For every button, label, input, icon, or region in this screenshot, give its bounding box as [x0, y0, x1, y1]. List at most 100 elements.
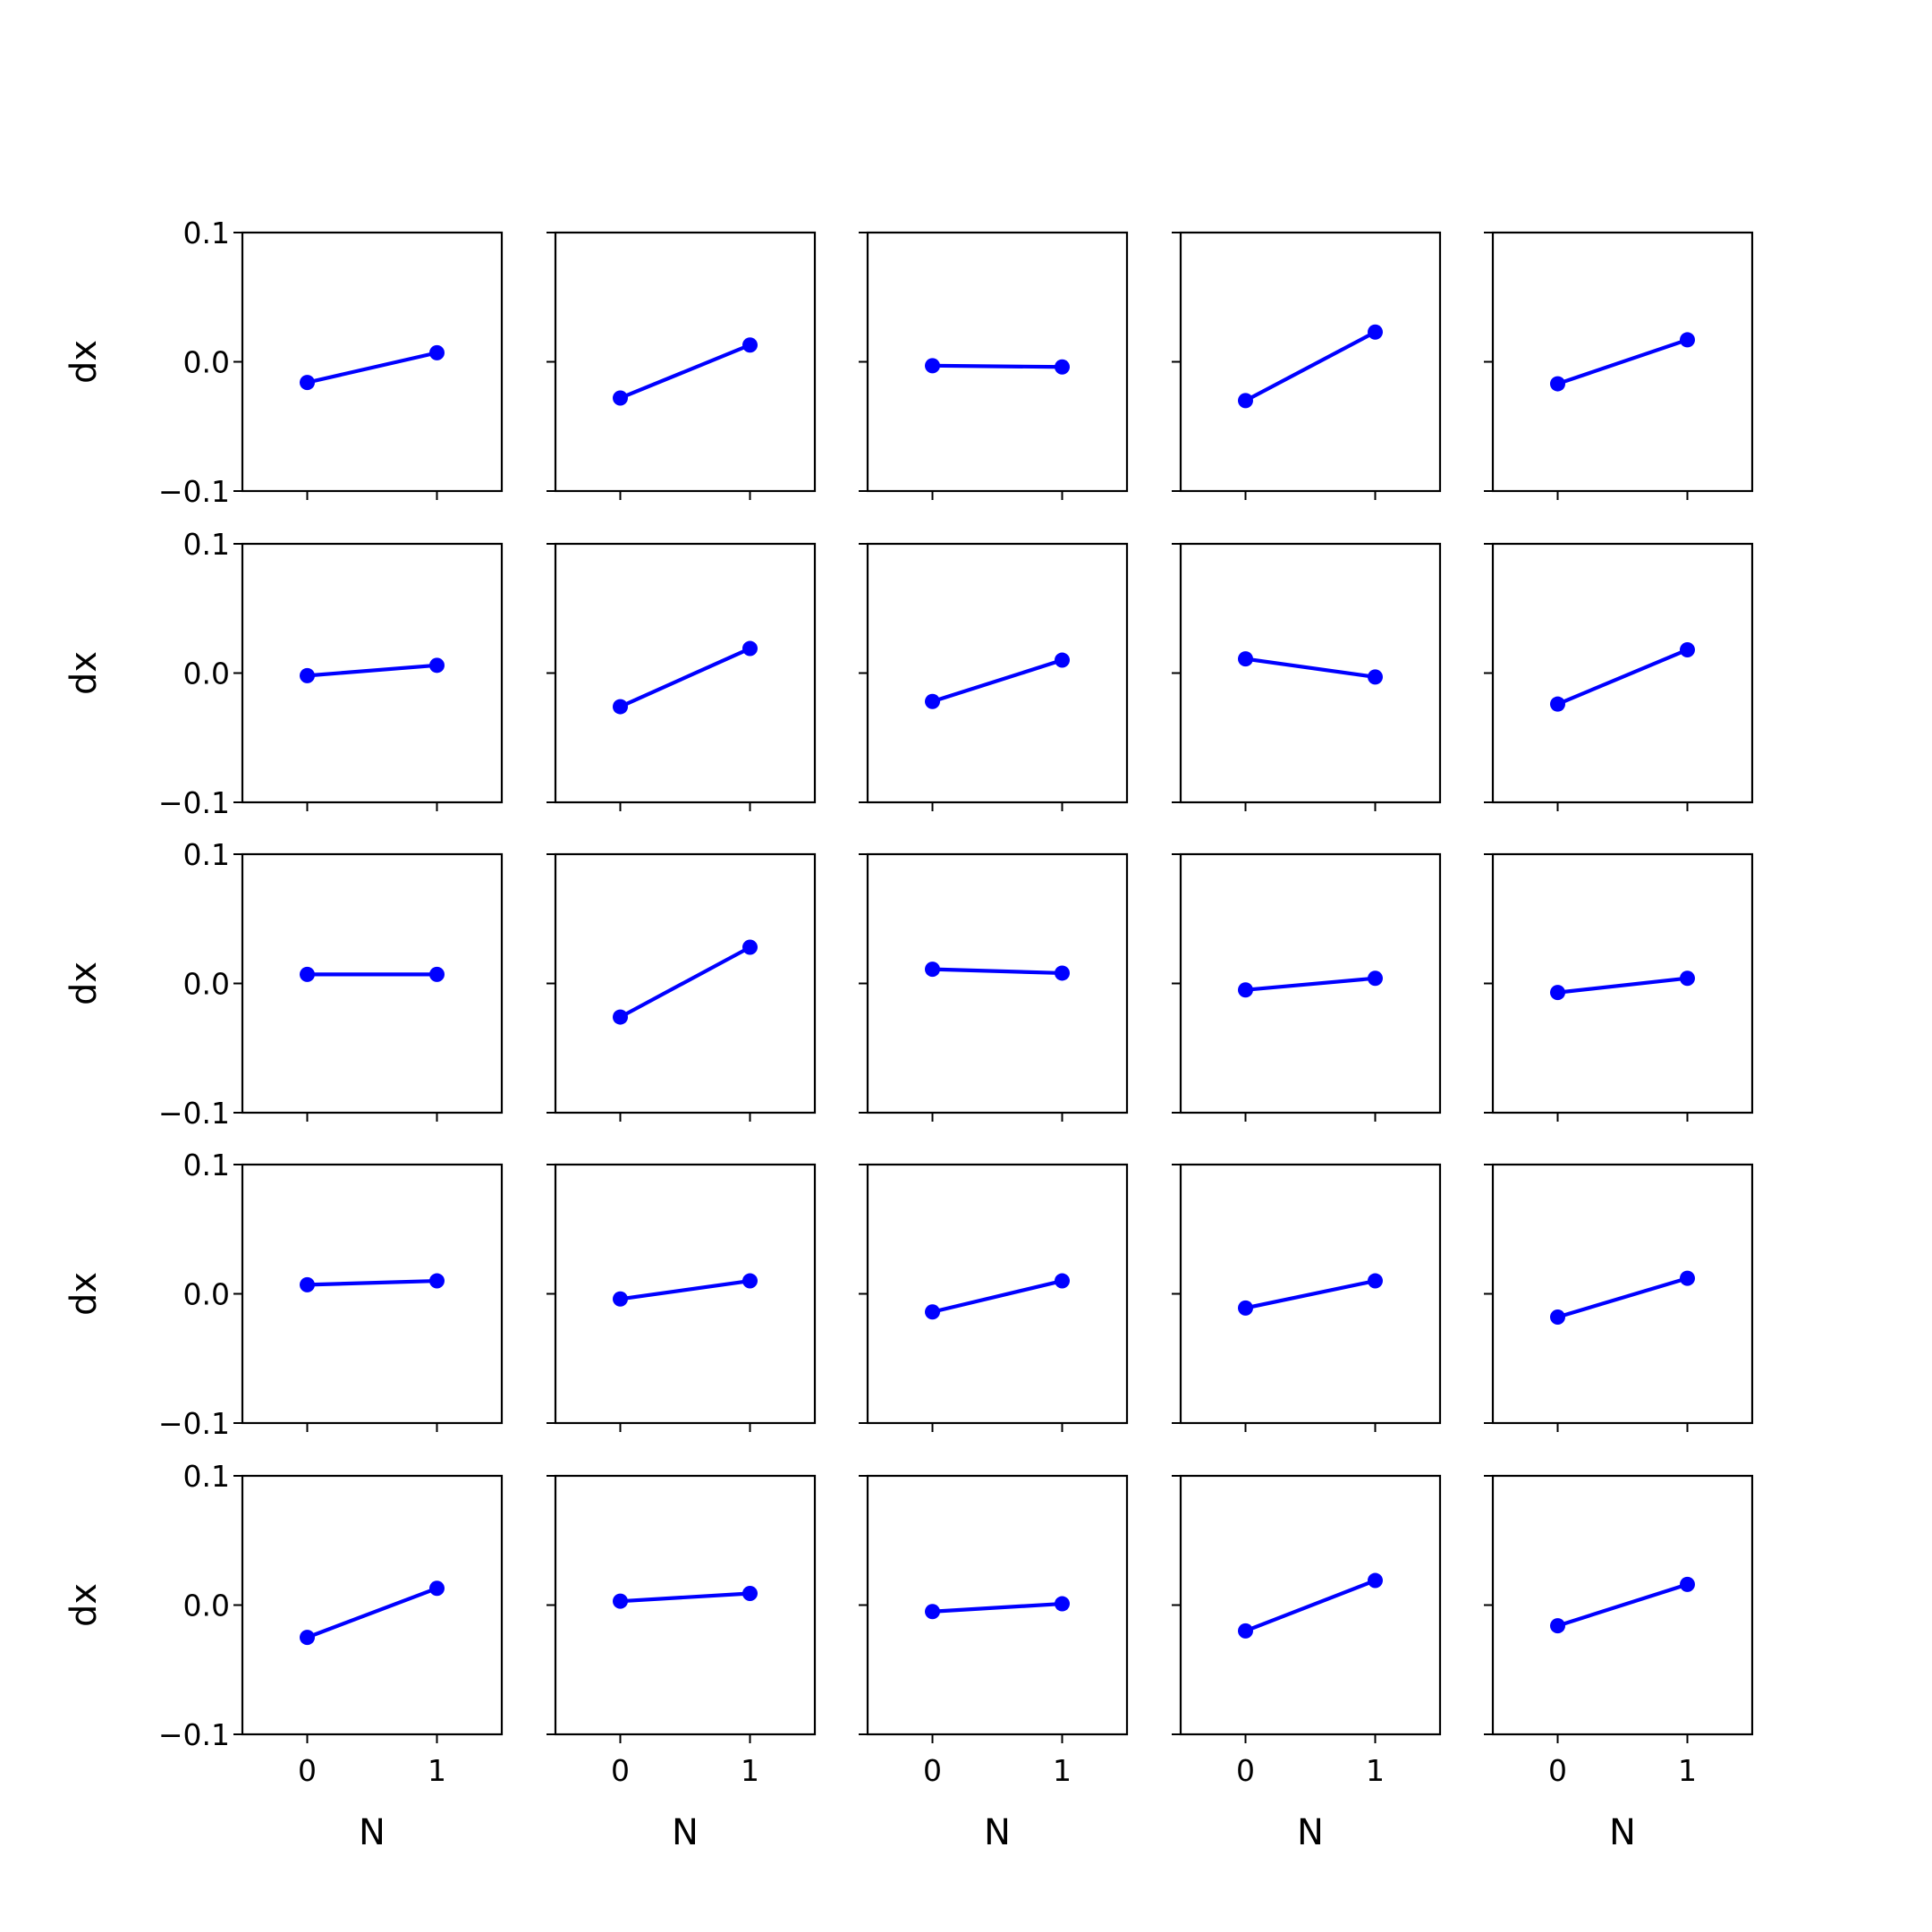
series-line	[620, 1591, 750, 1604]
data-point	[1238, 982, 1253, 998]
series-line	[932, 363, 1063, 369]
series-line	[307, 1278, 437, 1287]
data-point	[1680, 332, 1695, 348]
x-tick-label: 1	[741, 1753, 759, 1788]
plot-frame	[866, 1474, 1129, 1736]
subplot-r2-c1: 0.1 0.0 −0.1 dx	[64, 527, 504, 820]
data-point	[742, 1585, 758, 1601]
y-axis-label: dx	[64, 1272, 105, 1316]
series-line	[1556, 337, 1689, 386]
x-tick-label: 1	[1053, 1753, 1072, 1788]
data-point	[1368, 324, 1383, 340]
data-point	[1055, 359, 1070, 375]
data-point	[1368, 669, 1383, 685]
data-point	[429, 657, 445, 674]
y-tick-label: −0.1	[158, 1406, 230, 1441]
data-point	[300, 1630, 315, 1646]
y-tick-label: 0.1	[183, 837, 230, 872]
data-point	[300, 1276, 315, 1292]
data-point	[1368, 970, 1383, 987]
subplot-r3-c1: 0.1 0.0 −0.1 dx	[64, 837, 504, 1131]
data-point	[613, 1009, 628, 1025]
plot-frame	[554, 1163, 817, 1425]
y-tick-label: −0.1	[158, 785, 230, 820]
subplot-r2-c3	[859, 542, 1129, 811]
data-point	[1550, 985, 1565, 1001]
subplot-r4-c1: 0.1 0.0 −0.1 dx	[64, 1148, 504, 1441]
x-tick-label: 1	[1678, 1753, 1697, 1788]
series-line	[307, 351, 437, 385]
subplot-r4-c5	[1484, 1163, 1754, 1432]
series-line	[619, 647, 751, 708]
data-point	[1368, 1273, 1383, 1289]
plot-frame	[554, 542, 817, 804]
plot-frame	[241, 852, 504, 1114]
plot-frame	[241, 1163, 504, 1425]
x-tick-label: 0	[1236, 1753, 1255, 1788]
data-point	[300, 375, 315, 391]
plot-frame	[1491, 1163, 1754, 1425]
series-line	[1245, 657, 1376, 679]
series-line	[1245, 976, 1376, 992]
series-line	[619, 343, 751, 400]
plot-frame	[554, 231, 817, 493]
plot-frame	[1491, 542, 1754, 804]
x-axis-label: N	[359, 1812, 386, 1853]
y-axis-label: dx	[64, 1583, 105, 1627]
data-point	[1238, 651, 1253, 667]
data-point	[925, 1304, 940, 1320]
y-tick-label: 0.0	[183, 1277, 230, 1312]
y-tick-label: 0.1	[183, 527, 230, 562]
data-point	[1680, 1270, 1695, 1286]
data-point	[1055, 1273, 1070, 1289]
data-point	[429, 1273, 445, 1289]
subplot-r1-c4	[1172, 231, 1442, 500]
series-line	[1556, 648, 1689, 707]
y-tick-label: 0.0	[183, 967, 230, 1002]
data-point	[613, 1593, 628, 1609]
data-point	[613, 699, 628, 715]
data-point	[1238, 1300, 1253, 1316]
data-point	[1680, 970, 1695, 987]
x-axis-label: N	[1609, 1812, 1636, 1853]
x-tick-label: 0	[611, 1753, 630, 1788]
plot-frame	[1491, 852, 1754, 1114]
data-point	[1238, 1623, 1253, 1639]
subplot-r4-c4	[1172, 1163, 1442, 1432]
data-point	[300, 667, 315, 683]
data-point	[1055, 965, 1070, 981]
subplot-r3-c4	[1172, 852, 1442, 1122]
series-line	[1556, 1276, 1689, 1319]
x-tick-label: 0	[1548, 1753, 1567, 1788]
plot-frame	[866, 1163, 1129, 1425]
data-point	[1680, 641, 1695, 657]
data-point	[742, 337, 758, 353]
plot-frame	[866, 852, 1129, 1114]
series-line	[619, 945, 751, 1019]
data-point	[925, 358, 940, 374]
plot-frame	[241, 542, 504, 804]
y-tick-label: −0.1	[158, 1096, 230, 1131]
data-point	[1238, 393, 1253, 409]
subplot-r3-c3	[859, 852, 1129, 1122]
x-tick-label: 1	[428, 1753, 446, 1788]
subplot-r5-c5: 0 1 N	[1484, 1474, 1754, 1853]
data-point	[1680, 1576, 1695, 1592]
plot-frame	[1179, 231, 1442, 493]
y-axis-label: dx	[64, 340, 105, 384]
data-point	[742, 1273, 758, 1289]
y-tick-label: 0.1	[183, 1459, 230, 1494]
plot-frame	[554, 1474, 817, 1736]
series-line	[1244, 330, 1377, 402]
series-line	[307, 663, 437, 678]
data-point	[1550, 696, 1565, 712]
y-tick-label: 0.1	[183, 216, 230, 250]
plot-frame	[866, 542, 1129, 804]
subplot-r2-c4	[1172, 542, 1442, 811]
data-point	[1550, 1618, 1565, 1634]
x-tick-label: 0	[923, 1753, 942, 1788]
series-line	[932, 967, 1063, 976]
plot-frame	[241, 231, 504, 493]
subplot-r5-c4: 0 1 N	[1172, 1474, 1442, 1853]
data-point	[1368, 1572, 1383, 1589]
